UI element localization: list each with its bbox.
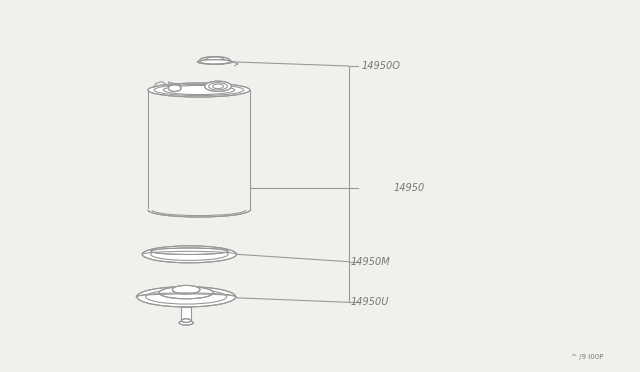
Ellipse shape xyxy=(137,286,236,307)
Ellipse shape xyxy=(172,285,200,294)
Ellipse shape xyxy=(150,248,228,254)
Ellipse shape xyxy=(205,81,232,92)
Text: 14950O: 14950O xyxy=(362,61,400,71)
Text: 14950M: 14950M xyxy=(351,257,390,267)
Ellipse shape xyxy=(148,83,250,97)
Ellipse shape xyxy=(179,321,193,325)
Text: ^ /9 l00P: ^ /9 l00P xyxy=(572,353,604,359)
Ellipse shape xyxy=(168,85,181,92)
Ellipse shape xyxy=(142,246,237,263)
Text: 14950U: 14950U xyxy=(351,297,389,307)
Ellipse shape xyxy=(159,286,213,299)
Ellipse shape xyxy=(182,319,191,323)
Ellipse shape xyxy=(200,57,230,64)
Ellipse shape xyxy=(148,203,250,217)
Text: 14950: 14950 xyxy=(394,183,424,193)
Bar xyxy=(181,307,191,324)
Ellipse shape xyxy=(197,60,232,64)
